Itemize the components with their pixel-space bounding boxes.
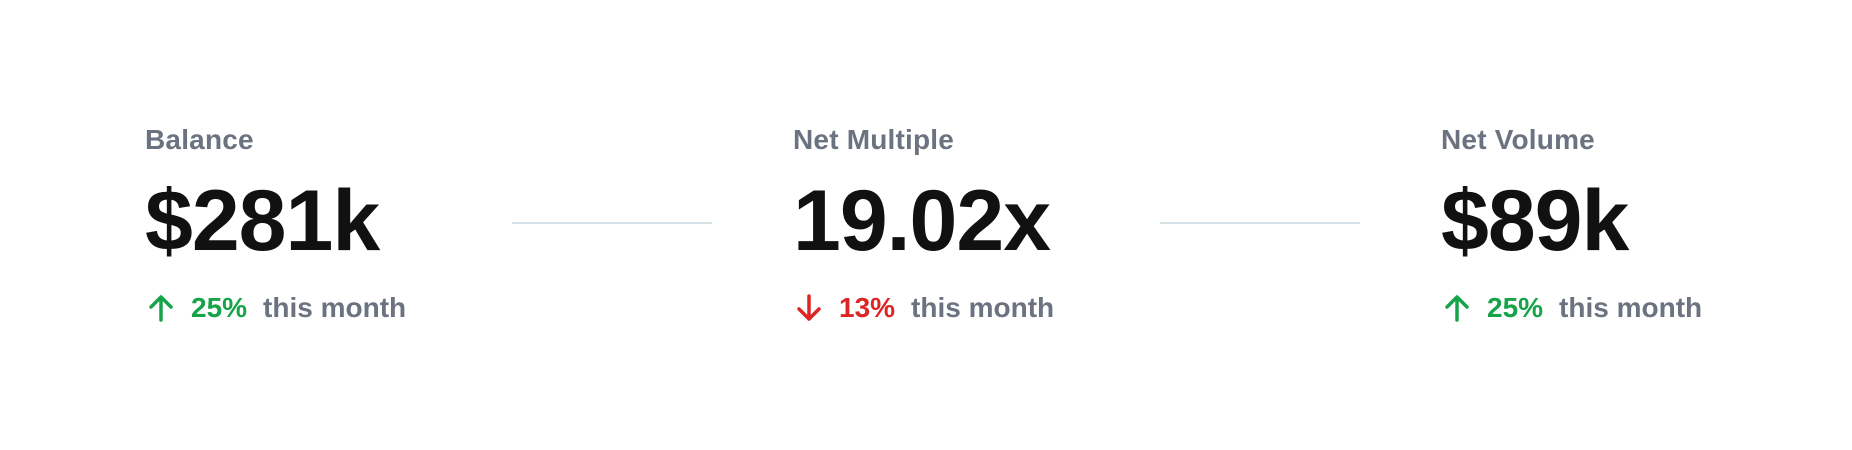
stat-change-percent: 25%	[1487, 292, 1544, 323]
stat-net-volume: Net Volume $89k 25% this month	[1441, 122, 1841, 328]
arrow-down-icon	[793, 292, 825, 324]
stat-change-percent: 25%	[191, 292, 248, 323]
stat-net-multiple: Net Multiple 19.02x 13% this month	[793, 122, 1193, 328]
stat-change: 25% this month	[145, 288, 545, 328]
stat-label: Net Volume	[1441, 124, 1595, 155]
stat-change-period: this month	[263, 292, 407, 323]
arrow-up-icon	[1441, 292, 1473, 324]
divider	[512, 222, 712, 224]
stat-change-period: this month	[1559, 292, 1703, 323]
stat-balance: Balance $281k 25% this month	[145, 122, 545, 328]
stat-change: 13% this month	[793, 288, 1193, 328]
stat-change: 25% this month	[1441, 288, 1841, 328]
arrow-up-icon	[145, 292, 177, 324]
stat-label: Balance	[145, 124, 254, 155]
stat-change-period: this month	[911, 292, 1055, 323]
stat-change-percent: 13%	[839, 292, 896, 323]
divider	[1160, 222, 1360, 224]
stat-value: 19.02x	[793, 173, 1051, 269]
stat-value: $281k	[145, 173, 380, 269]
stat-value: $89k	[1441, 173, 1629, 269]
stat-label: Net Multiple	[793, 124, 955, 155]
